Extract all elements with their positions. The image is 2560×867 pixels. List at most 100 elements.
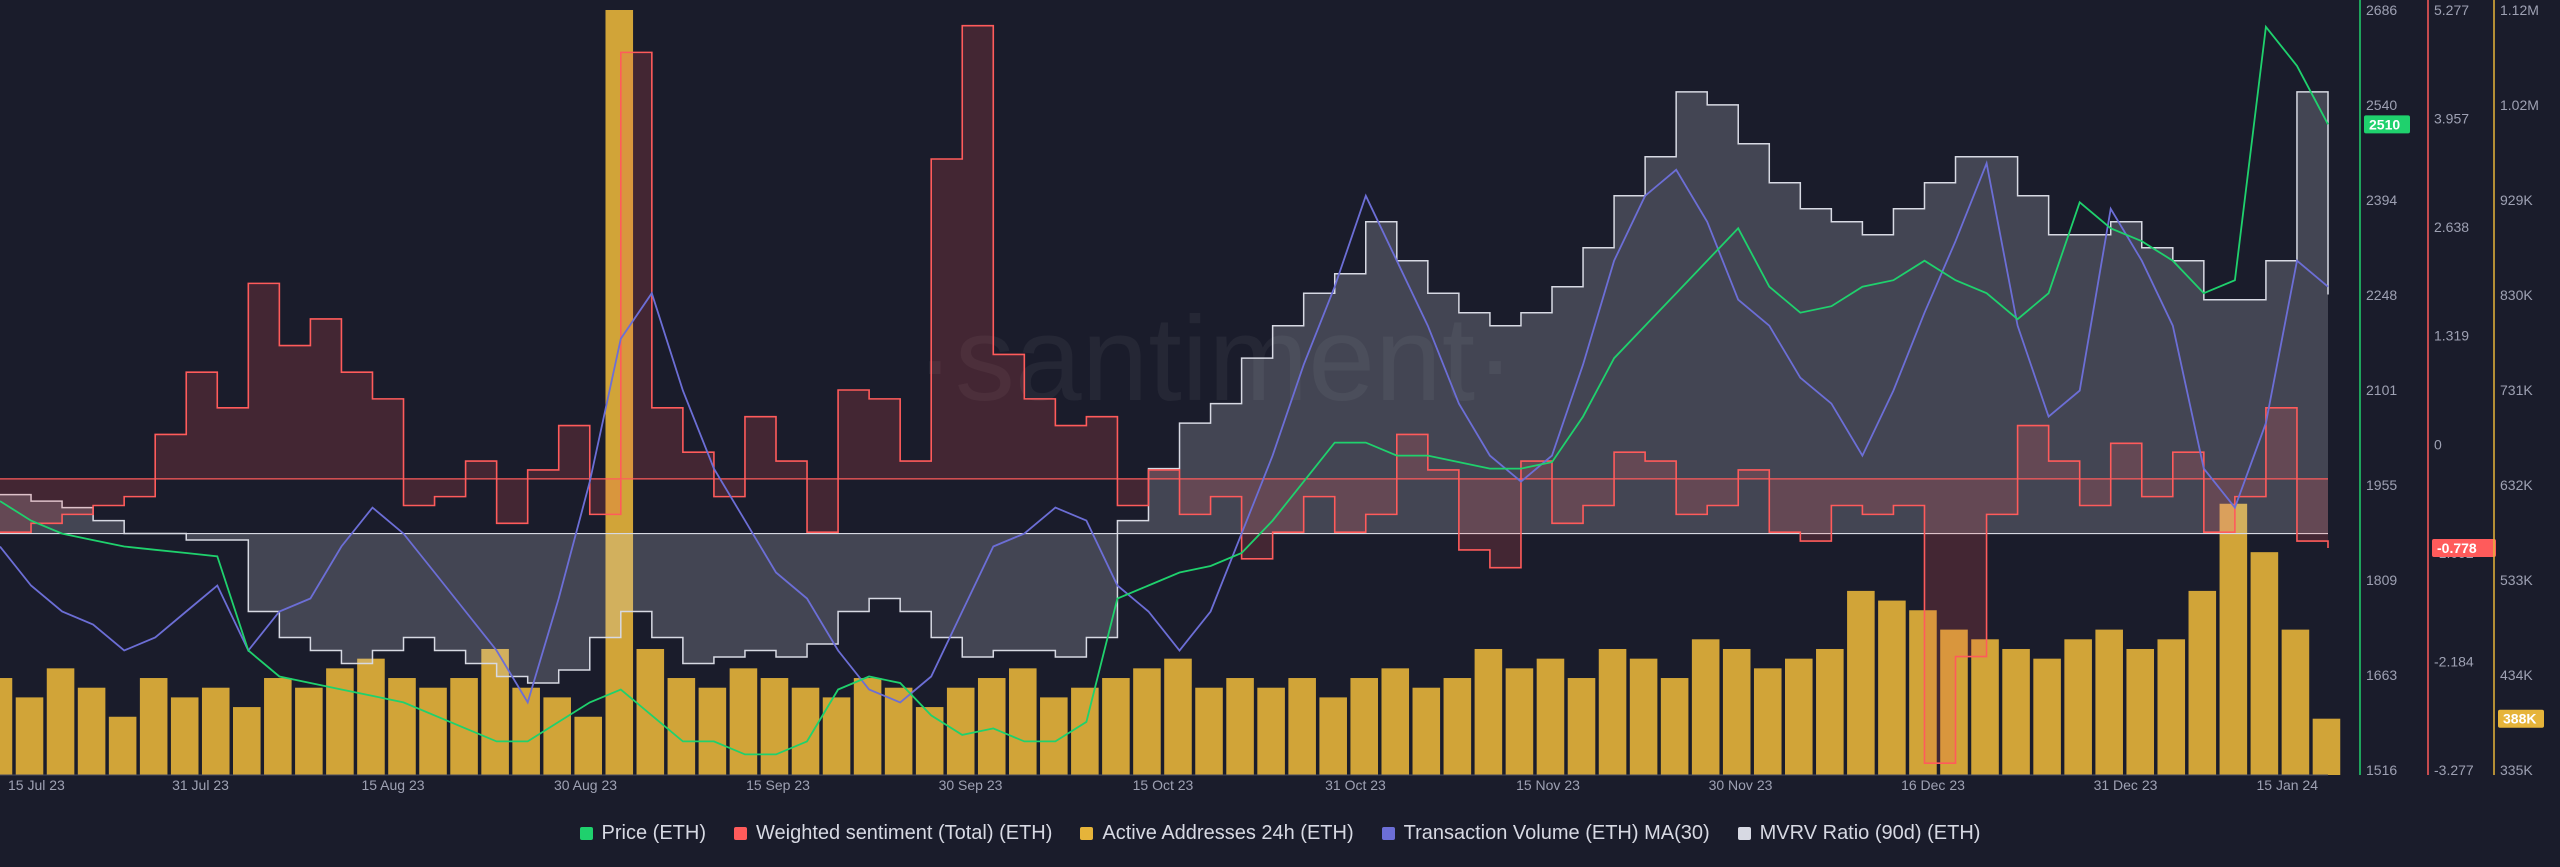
- x-tick-label: 16 Dec 23: [1901, 777, 1965, 793]
- active-addresses-bar: [2126, 648, 2155, 775]
- sentiment-axis-current-value: -0.778: [2437, 540, 2477, 556]
- price-axis-tick-label: 2394: [2366, 192, 2397, 208]
- active-addresses-bar: [481, 648, 509, 775]
- x-tick-label: 30 Nov 23: [1709, 777, 1773, 793]
- active-addresses-bar: [853, 678, 882, 775]
- active-addresses-bar: [1660, 678, 1689, 775]
- active-addresses-bar: [729, 668, 758, 775]
- active-addresses-bar: [108, 716, 137, 775]
- legend-label: Weighted sentiment (Total) (ETH): [756, 821, 1053, 844]
- legend-item[interactable]: Price (ETH): [579, 821, 706, 845]
- active-addresses-bar: [698, 687, 727, 775]
- active-addresses-axis-tick-label: 1.12M: [2500, 2, 2539, 18]
- active-addresses-bar: [667, 678, 696, 775]
- active-addresses-bar: [15, 697, 44, 775]
- active-addresses-bar: [1195, 687, 1223, 775]
- sentiment-axis-tick-label: -2.184: [2434, 653, 2474, 669]
- legend-label: Transaction Volume (ETH) MA(30): [1403, 821, 1710, 844]
- price-axis-tick-label: 2686: [2366, 2, 2397, 18]
- active-addresses-bar: [822, 697, 851, 775]
- active-addresses-bar: [1319, 697, 1347, 775]
- active-addresses-bar: [1847, 590, 1875, 775]
- active-addresses-axis-tick-label: 434K: [2500, 667, 2533, 683]
- sentiment-axis-current-badge: [2432, 538, 2496, 557]
- active-addresses-axis-tick-label: 632K: [2500, 477, 2533, 493]
- active-addresses-bar: [295, 687, 323, 775]
- x-tick-label: 31 Jul 23: [172, 777, 229, 793]
- active-addresses-bar: [1505, 668, 1534, 775]
- active-addresses-bar: [1164, 658, 1192, 775]
- legend-swatch: [1737, 826, 1751, 840]
- active-addresses-bar: [419, 687, 447, 775]
- active-addresses-bar: [2281, 629, 2310, 775]
- active-addresses-axis-tick-label: 533K: [2500, 572, 2533, 588]
- active-addresses-bar: [46, 668, 75, 775]
- active-addresses-bar: [915, 707, 944, 775]
- active-addresses-axis-tick-label: 830K: [2500, 287, 2533, 303]
- active-addresses-bar: [1257, 687, 1285, 775]
- x-tick-label: 30 Aug 23: [554, 777, 617, 793]
- price-axis-current-badge: [2364, 115, 2410, 134]
- active-addresses-bar: [1474, 648, 1503, 775]
- active-addresses-bar: [1691, 639, 1720, 775]
- price-axis-tick-label: 1809: [2366, 572, 2397, 588]
- active-addresses-bar: [1381, 668, 1410, 775]
- active-addresses-bar: [2064, 639, 2092, 775]
- legend-item[interactable]: MVRV Ratio (90d) (ETH): [1737, 822, 1980, 845]
- active-addresses-axis-current-value: 388K: [2503, 711, 2536, 727]
- x-tick-label: 15 Jul 23: [8, 777, 65, 793]
- active-addresses-bar: [1909, 610, 1937, 775]
- transaction-volume-line: [0, 160, 2329, 705]
- active-addresses-bar: [1629, 658, 1658, 775]
- active-addresses-bar: [2250, 552, 2279, 775]
- sentiment-axis-tick-label: 5.277: [2434, 2, 2469, 18]
- active-addresses-bar: [357, 658, 385, 775]
- active-addresses-bar: [1443, 678, 1472, 775]
- sentiment-axis-tick-label: 1.319: [2434, 328, 2469, 344]
- active-addresses-bar: [2188, 590, 2217, 775]
- active-addresses-bar: [2033, 658, 2061, 775]
- active-addresses-bar: [946, 687, 975, 775]
- active-addresses-bar: [1350, 678, 1379, 775]
- sentiment-axis-tick-label: 3.957: [2434, 111, 2469, 127]
- sentiment-axis-tick-label: 2.638: [2434, 219, 2469, 235]
- x-tick-label: 15 Nov 23: [1516, 777, 1580, 793]
- legend-swatch: [1381, 826, 1395, 840]
- active-addresses-bar: [170, 697, 199, 775]
- active-addresses-bar: [760, 678, 789, 775]
- active-addresses-bar: [388, 678, 416, 775]
- active-addresses-bar: [1071, 687, 1099, 775]
- price-axis-tick-label: 2248: [2366, 287, 2397, 303]
- active-addresses-bar: [1102, 678, 1130, 775]
- legend-item[interactable]: Weighted sentiment (Total) (ETH): [734, 822, 1052, 845]
- active-addresses-bar: [1412, 687, 1441, 775]
- active-addresses-bar: [1971, 639, 1999, 775]
- sentiment-axis-tick-label: -3.277: [2434, 762, 2474, 778]
- active-addresses-axis-tick-label: 929K: [2500, 192, 2533, 208]
- active-addresses-bar: [791, 687, 820, 775]
- active-addresses-bar: [1753, 668, 1782, 775]
- x-tick-label: 30 Sep 23: [939, 777, 1003, 793]
- mvrv-line: [0, 91, 2329, 684]
- legend-label: Price (ETH): [601, 821, 706, 844]
- x-tick-label: 31 Oct 23: [1325, 777, 1386, 793]
- active-addresses-bar: [77, 687, 106, 775]
- legend-swatch: [734, 826, 747, 840]
- active-addresses-bar: [2002, 648, 2030, 775]
- legend-item[interactable]: Active Addresses 24h (ETH): [1080, 822, 1354, 845]
- x-tick-label: 15 Jan 24: [2257, 777, 2319, 793]
- x-tick-label: 31 Dec 23: [2094, 777, 2158, 793]
- active-addresses-bar: [264, 678, 292, 775]
- mvrv-area: [0, 91, 2328, 683]
- legend-item[interactable]: Transaction Volume (ETH) MA(30): [1381, 821, 1710, 845]
- active-addresses-bar: [1226, 678, 1254, 775]
- x-tick-label: 15 Sep 23: [746, 777, 810, 793]
- active-addresses-bar: [1816, 648, 1844, 775]
- active-addresses-bar: [1722, 648, 1751, 775]
- active-addresses-bar: [2312, 718, 2341, 775]
- legend-swatch: [1080, 826, 1094, 840]
- active-addresses-bar: [201, 687, 230, 775]
- price-axis-tick-label: 1663: [2366, 667, 2397, 683]
- price-axis-tick-label: 1955: [2366, 477, 2397, 493]
- price-axis-tick-label: 1516: [2366, 762, 2397, 778]
